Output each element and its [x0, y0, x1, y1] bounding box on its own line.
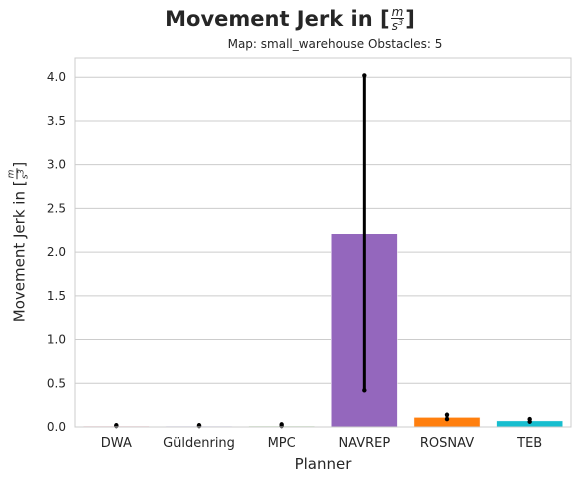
- plot-area: [75, 58, 571, 427]
- y-tick-label: 0.5: [47, 376, 66, 390]
- x-tick-label: ROSNAV: [420, 436, 474, 451]
- error-cap-high: [362, 73, 367, 78]
- y-tick-label: 4.0: [47, 70, 66, 84]
- y-tick-label: 2.5: [47, 201, 66, 215]
- y-tick-label: 3.0: [47, 158, 66, 172]
- error-cap-low: [362, 388, 367, 393]
- chart-title-close: ]: [405, 7, 415, 31]
- error-cap-high: [196, 423, 202, 428]
- chart-subtitle: Map: small_warehouse Obstacles: 5: [227, 37, 443, 51]
- unit-numerator: m: [390, 5, 405, 19]
- plot-frame: [74, 57, 572, 428]
- error-cap-low: [444, 416, 450, 422]
- y-tick-label: 2.0: [47, 245, 66, 259]
- error-cap-high: [527, 416, 532, 422]
- x-tick-label: Güldenring: [163, 436, 235, 451]
- error-cap-high: [279, 422, 284, 427]
- x-tick-label: NAVREP: [338, 436, 390, 451]
- x-tick-label: MPC: [268, 436, 296, 451]
- x-tick-label: TEB: [516, 436, 542, 451]
- y-tick-label: 1.5: [47, 289, 66, 303]
- error-cap-high: [114, 423, 119, 428]
- y-tick-label: 3.5: [47, 114, 66, 128]
- unit-denominator: s3: [391, 18, 404, 33]
- x-axis-label: Planner: [294, 455, 352, 473]
- chart-title: Movement Jerk in [ m s3 ]: [0, 6, 580, 32]
- chart-title-text: Movement Jerk in [: [165, 7, 390, 31]
- y-tick-label: 1.0: [47, 333, 66, 347]
- y-tick-label: 0.0: [47, 420, 66, 434]
- chart-title-unit: m s3: [390, 5, 405, 33]
- x-tick-label: DWA: [101, 436, 132, 451]
- error-cap-high: [444, 412, 450, 417]
